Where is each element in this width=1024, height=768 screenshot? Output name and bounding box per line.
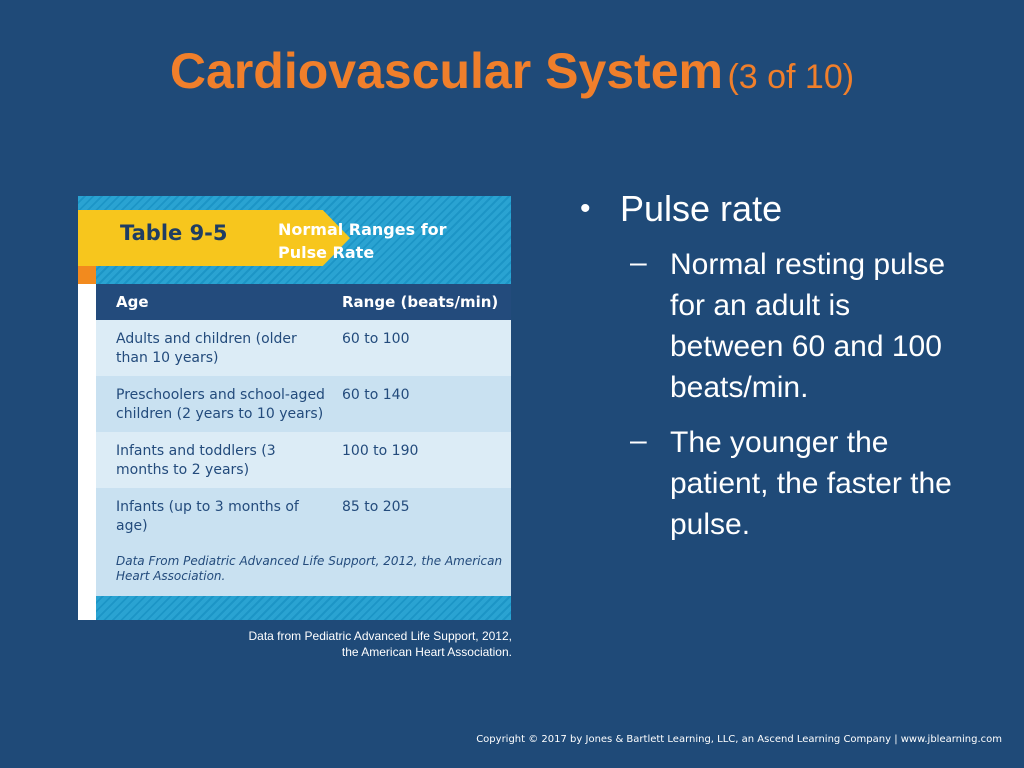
bullet-item: • Pulse rate xyxy=(578,188,958,230)
table-row: Preschoolers and school-aged children (2… xyxy=(96,376,511,432)
table-cell-age: Infants and toddlers (3 months to 2 year… xyxy=(116,443,276,478)
table-row: Infants (up to 3 months of age) 85 to 20… xyxy=(96,488,511,544)
table-cell-age: Infants (up to 3 months of age) xyxy=(116,499,299,534)
dash-icon: – xyxy=(630,246,647,279)
bullet-dot-icon: • xyxy=(580,192,591,225)
table-row: Infants and toddlers (3 months to 2 year… xyxy=(96,432,511,488)
sub-bullet-text: Normal resting pulse for an adult is bet… xyxy=(670,248,946,404)
slide-title: Cardiovascular System (3 of 10) xyxy=(0,42,1024,100)
dash-icon: – xyxy=(630,424,647,457)
bullet-list: • Pulse rate – Normal resting pulse for … xyxy=(578,188,958,545)
table-row: Adults and children (older than 10 years… xyxy=(96,320,511,376)
image-credit: Data from Pediatric Advanced Life Suppor… xyxy=(248,629,513,659)
table-source-note: Data From Pediatric Advanced Life Suppor… xyxy=(96,544,511,596)
column-header-range: Range (beats/min) xyxy=(342,293,499,311)
slide-title-subtitle: (3 of 10) xyxy=(727,58,855,96)
table-cell-age: Preschoolers and school-aged children (2… xyxy=(116,387,325,422)
table-cell-range: 60 to 100 xyxy=(342,331,410,347)
copyright-footer: Copyright © 2017 by Jones & Bartlett Lea… xyxy=(476,734,1002,745)
sub-bullet-item: – The younger the patient, the faster th… xyxy=(578,422,958,545)
column-header-age: Age xyxy=(116,293,149,311)
sub-bullet-text: The younger the patient, the faster the … xyxy=(670,426,952,541)
slide-title-main: Cardiovascular System xyxy=(169,43,723,99)
table-label: Table 9-5 xyxy=(120,221,228,245)
table-cell-range: 100 to 190 xyxy=(342,443,419,459)
table-cell-age: Adults and children (older than 10 years… xyxy=(116,331,297,366)
table-cell-range: 85 to 205 xyxy=(342,499,410,515)
table-source-text: Data From Pediatric Advanced Life Suppor… xyxy=(116,554,503,583)
table-caption: Normal Ranges for Pulse Rate xyxy=(278,220,447,262)
table-left-margin xyxy=(78,284,96,620)
table-cell-range: 60 to 140 xyxy=(342,387,410,403)
table-footer-band xyxy=(96,596,511,620)
bullet-text: Pulse rate xyxy=(620,188,783,229)
pulse-rate-table-figure: Table 9-5 Normal Ranges for Pulse Rate A… xyxy=(78,196,511,620)
table-label-tag xyxy=(78,210,350,266)
table-column-headers: Age Range (beats/min) xyxy=(96,284,511,320)
sub-bullet-item: – Normal resting pulse for an adult is b… xyxy=(578,244,958,408)
